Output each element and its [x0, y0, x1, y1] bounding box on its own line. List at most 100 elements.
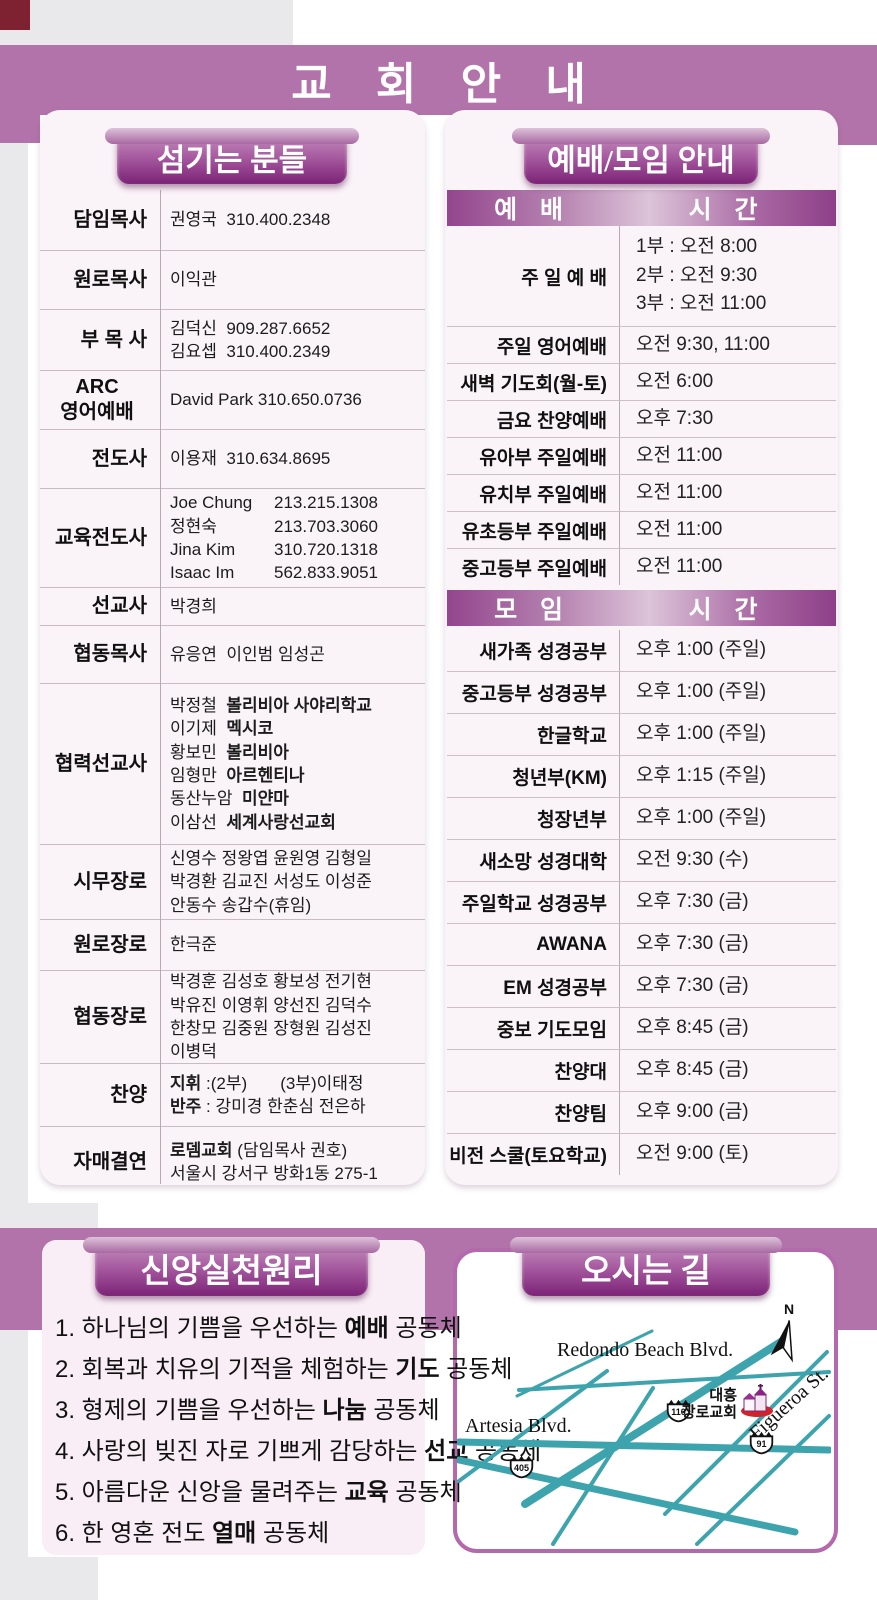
- schedule-label: 유치부 주일예배: [447, 475, 620, 511]
- staff-values: 신영수 정왕엽 윤원영 김형일 박경환 김교진 서성도 이성준 안동수 송갑수(휴임…: [160, 845, 425, 919]
- schedule-row: 유초등부 주일예배 오전 11:00: [447, 511, 836, 548]
- staff-values: David Park 310.650.0736: [160, 371, 425, 429]
- staff-role-label: 협동목사: [73, 643, 147, 665]
- meeting-table: 새가족 성경공부 오후 1:00 (주일) 중고등부 성경공부 오후 1:00 (주일…: [447, 630, 836, 1175]
- value-line: 한극준: [170, 935, 217, 955]
- schedule-label: 찬양대: [447, 1050, 620, 1091]
- tab-faith-principles: 신앙실천원리: [83, 1237, 380, 1296]
- schedule-time: 1부 : 오전 8:00 2부 : 오전 9:30 3부 : 오전 11:00: [636, 236, 767, 315]
- worship-table: 주 일 예 배 1부 : 오전 8:00 2부 : 오전 9:30 3부 : 오전 1…: [447, 226, 836, 585]
- staff-role-label: 부 목 사: [80, 328, 147, 351]
- staff-values: Joe Chung 213.215.1308 정현숙 213.703.3060 Jina…: [160, 489, 425, 587]
- schedule-time: 오후 1:00 (주일): [636, 681, 767, 703]
- staff-values: 박경훈 김성호 황보성 전기현 박유진 이영휘 양선진 김덕수 한창모 김중원 장형…: [160, 971, 425, 1063]
- schedule-label: 유초등부 주일예배: [447, 512, 620, 548]
- staff-role-label: 원로장로: [73, 933, 147, 956]
- staff-values: 한극준: [160, 920, 425, 970]
- corner-maroon-square: [0, 0, 30, 30]
- schedule-time: 오전 6:00: [636, 370, 714, 392]
- value-line: 김요셉 310.400.2349: [170, 342, 331, 361]
- schedule-label: 새소망 성경대학: [447, 840, 620, 881]
- church-label-line2: 장로교회: [682, 1403, 737, 1421]
- staff-values: 권영국 310.400.2348: [160, 190, 425, 250]
- schedule-time: 오전 11:00: [636, 518, 723, 540]
- staff-role-label: 교육전도사: [55, 526, 147, 549]
- value-line: 이병덕: [170, 1042, 217, 1062]
- staff-values: 유응연 이인범 임성곤: [160, 626, 425, 683]
- schedule-label: 새벽 기도회(월-토): [447, 364, 620, 400]
- schedule-label: 새가족 성경공부: [447, 630, 620, 671]
- principle-item: 6. 한 영혼 전도 열매 공동체: [55, 1520, 330, 1547]
- schedule-label: 금요 찬양예배: [447, 401, 620, 437]
- schedule-time: 오전 9:30, 11:00: [636, 333, 770, 355]
- schedule-label: 유아부 주일예배: [447, 438, 620, 474]
- schedule-row: 찬양팀 오후 9:00 (금): [447, 1091, 836, 1133]
- value-line: Jina Kim 310.720.1318: [170, 540, 378, 559]
- staff-role-label: 전도사: [91, 447, 147, 470]
- tab-worship-meeting-guide: 예배/모임 안내: [512, 128, 770, 184]
- staff-row: 시무장로 신영수 정왕엽 윤원영 김형일 박경환 김교진 서성도 이성준 안동수 송갑…: [40, 844, 425, 919]
- schedule-time: 오후 9:00 (금): [636, 1101, 749, 1123]
- schedule-row: 청년부(KM) 오후 1:15 (주일): [447, 755, 836, 797]
- schedule-row: 새소망 성경대학 오전 9:30 (수): [447, 839, 836, 881]
- title-band-step-left: [0, 115, 40, 143]
- schedule-row: 유아부 주일예배 오전 11:00: [447, 437, 836, 474]
- principle-item: 5. 아름다운 신앙을 물려주는 교육 공동체: [55, 1479, 462, 1506]
- schedule-row: 비전 스쿨(토요학교) 오전 9:00 (토): [447, 1133, 836, 1175]
- schedule-time: 오전 11:00: [636, 444, 723, 466]
- gray-background-block: [0, 0, 293, 45]
- value-line: 안동수 송갑수(휴임): [170, 895, 312, 915]
- page-title: 교 회 안 내: [291, 60, 602, 109]
- principles-list: 1. 하나님의 기쁨을 우선하는 예배 공동체 2. 회복과 치유의 기적을 체험…: [55, 1308, 541, 1554]
- schedule-time: 오후 1:00 (주일): [636, 639, 767, 661]
- schedule-row: 금요 찬양예배 오후 7:30: [447, 400, 836, 437]
- schedule-time: 오후 7:30 (금): [636, 891, 749, 913]
- staff-values: 지휘 :(2부) (3부)이태정 반주 : 강미경 한춘심 전은하: [160, 1064, 425, 1126]
- value-line: 이기제 멕시코: [170, 719, 274, 739]
- redondo-road: [517, 1370, 831, 1392]
- map-roads: [457, 1329, 831, 1546]
- schedule-time: 오후 1:15 (주일): [636, 765, 767, 787]
- figueroa-road: [663, 1350, 829, 1516]
- value-line: 이용재 310.634.8695: [170, 449, 331, 469]
- svg-text:N: N: [784, 1301, 794, 1317]
- staff-row: ARC 영어예배 David Park 310.650.0736: [40, 370, 425, 429]
- value-line: 한창모 김중원 장형원 김성진: [170, 1019, 372, 1038]
- principle-item: 3. 형제의 기쁨을 우선하는 나눔 공동체: [55, 1397, 440, 1424]
- staff-row: 원로목사 이익관: [40, 250, 425, 309]
- svg-text:91: 91: [756, 1439, 766, 1449]
- staff-row: 부 목 사 김덕신 909.287.6652 김요셉 310.400.2349: [40, 309, 425, 370]
- value-line: 권영국 310.400.2348: [170, 210, 331, 230]
- schedule-label: 주일 영어예배: [447, 327, 620, 363]
- schedule-row: 새벽 기도회(월-토) 오전 6:00: [447, 363, 836, 400]
- staff-row: 협동목사 유응연 이인범 임성곤: [40, 625, 425, 683]
- schedule-time: 오전 11:00: [636, 555, 723, 577]
- value-line: 김덕신 909.287.6652: [170, 318, 331, 338]
- value-line: 임형만 아르헨티나: [170, 766, 305, 785]
- schedule-label: 주 일 예 배: [447, 226, 620, 326]
- schedule-time: 오후 7:30: [636, 407, 714, 429]
- value-line: 반주 : 강미경 한춘심 전은하: [170, 1097, 366, 1116]
- svg-text:110: 110: [671, 1407, 686, 1417]
- directions-map: Redondo Beach Blvd. Artesia Blvd. Figuer…: [457, 1301, 831, 1546]
- schedule-time: 오후 7:30 (금): [636, 933, 749, 955]
- title-band: [0, 45, 877, 115]
- schedule-time: 오후 7:30 (금): [636, 975, 749, 997]
- value-line: Joe Chung 213.215.1308: [170, 493, 378, 513]
- serving-panel: [40, 110, 425, 1185]
- schedule-time: 오후 1:00 (주일): [636, 723, 767, 745]
- staff-values: 박정철 볼리비아 사야리학교 이기제 멕시코 황보민 볼리비아 임형만 아르헨티나 동산…: [160, 684, 425, 844]
- schedule-row: 유치부 주일예배 오전 11:00: [447, 474, 836, 511]
- schedule-row: 찬양대 오후 8:45 (금): [447, 1049, 836, 1091]
- staff-role-label: 시무장로: [73, 870, 147, 893]
- schedule-label: EM 성경공부: [447, 966, 620, 1007]
- artesia-91-road: [457, 1438, 831, 1454]
- staff-row: 선교사 박경희: [40, 587, 425, 625]
- schedule-row: 주일 영어예배 오전 9:30, 11:00: [447, 326, 836, 363]
- schedule-time: 오후 8:45 (금): [636, 1059, 749, 1081]
- schedule-label: 중보 기도모임: [447, 1008, 620, 1049]
- value-line: 박경희: [170, 596, 217, 616]
- schedule-panel: [445, 110, 838, 1185]
- meeting-header-band: 모 임 시 간: [447, 590, 836, 626]
- schedule-label: 중고등부 성경공부: [447, 672, 620, 713]
